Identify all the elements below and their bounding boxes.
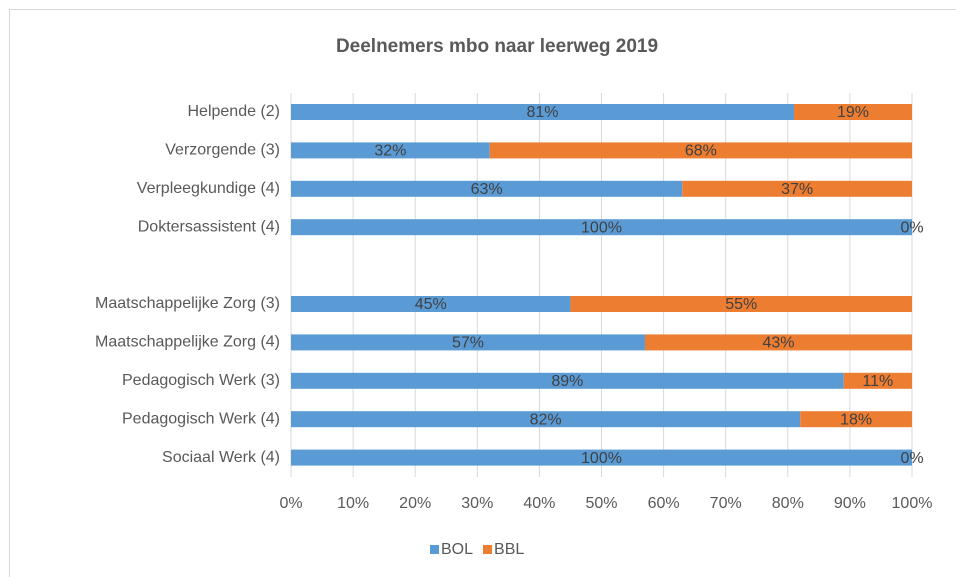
data-label: 82% <box>530 411 562 428</box>
data-label: 0% <box>900 450 923 467</box>
bar-segment <box>291 296 571 312</box>
y-tick-label: Verpleegkundige (4) <box>137 180 280 197</box>
data-label: 18% <box>840 411 872 428</box>
x-tick-label: 10% <box>337 495 369 512</box>
x-tick-label: 30% <box>461 495 493 512</box>
x-tick-label: 90% <box>834 495 866 512</box>
legend-swatch <box>483 545 493 554</box>
bar-segment <box>291 219 912 236</box>
bar-segment <box>291 411 801 428</box>
y-tick-label: Maatschappelijke Zorg (4) <box>95 334 280 351</box>
chart-title: Deelnemers mbo naar leerweg 2019 <box>336 36 658 57</box>
y-tick-label: Sociaal Werk (4) <box>162 449 280 466</box>
data-label: 63% <box>471 181 503 198</box>
legend-label: BBL <box>494 541 524 558</box>
bar-segment <box>843 372 912 389</box>
data-label: 19% <box>837 104 869 121</box>
bar-segment <box>291 180 683 197</box>
data-label: 43% <box>762 335 794 352</box>
bar-segment <box>291 104 795 120</box>
x-tick-label: 70% <box>710 495 742 512</box>
bar-segment <box>291 449 912 466</box>
x-tick-label: 60% <box>648 495 680 512</box>
bar-segment <box>794 104 912 120</box>
data-label: 32% <box>374 143 406 160</box>
data-label: 0% <box>900 219 923 236</box>
legend-label: BOL <box>441 541 473 558</box>
y-tick-label: Pedagogisch Werk (4) <box>122 410 280 427</box>
x-tick-label: 0% <box>279 495 302 512</box>
data-label: 55% <box>725 296 757 313</box>
y-tick-label: Doktersassistent (4) <box>138 218 280 235</box>
x-tick-label: 80% <box>772 495 804 512</box>
x-tick-label: 20% <box>399 495 431 512</box>
data-label: 68% <box>685 143 717 160</box>
bar-segment <box>682 180 912 197</box>
bar-segment <box>800 411 912 428</box>
bar-segment <box>291 334 645 351</box>
data-label: 45% <box>415 296 447 313</box>
chart-border <box>9 9 956 577</box>
bar-segment <box>570 296 912 312</box>
data-label: 37% <box>781 181 813 198</box>
x-tick-label: 100% <box>892 495 933 512</box>
y-tick-label: Pedagogisch Werk (3) <box>122 372 280 389</box>
x-tick-label: 40% <box>523 495 555 512</box>
bar-segment <box>644 334 912 351</box>
y-tick-label: Helpende (2) <box>188 103 281 120</box>
data-label: 57% <box>452 335 484 352</box>
bar-segment <box>291 142 490 159</box>
x-tick-label: 50% <box>585 495 617 512</box>
legend-swatch <box>430 545 439 554</box>
data-label: 100% <box>581 219 622 236</box>
data-label: 100% <box>581 450 622 467</box>
data-label: 89% <box>551 373 583 390</box>
y-tick-label: Maatschappelijke Zorg (3) <box>95 295 280 312</box>
data-label: 81% <box>526 104 558 121</box>
bar-segment <box>489 142 912 159</box>
data-label: 11% <box>862 373 893 390</box>
y-tick-label: Verzorgende (3) <box>165 142 280 159</box>
bar-segment <box>291 372 844 389</box>
